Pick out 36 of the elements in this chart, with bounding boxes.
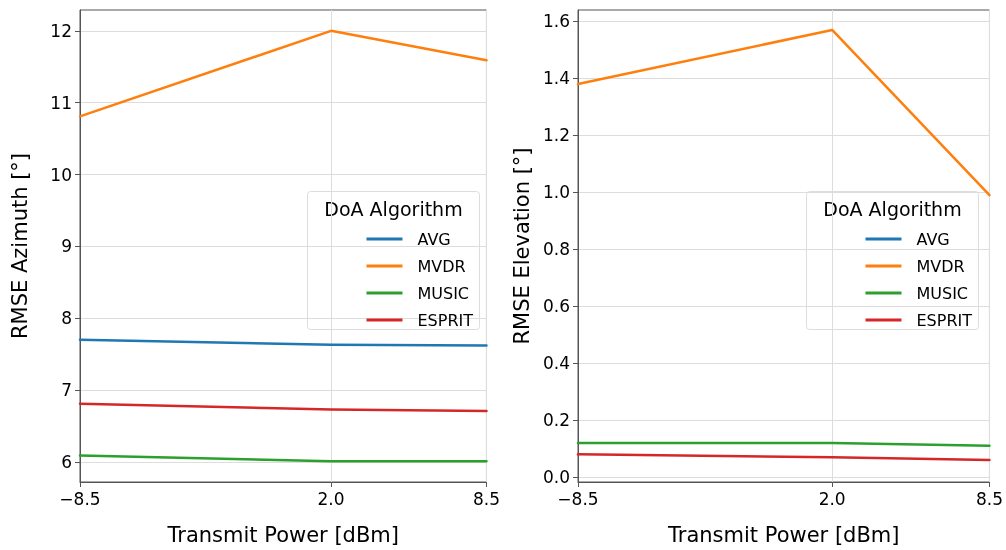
y-tick-label: 0.4 [542,353,570,374]
y-tick-label: 0.2 [542,410,570,431]
y-axis-title: RMSE Azimuth [°] [7,152,32,340]
x-tick-label: 2.0 [818,488,846,509]
y-tick-label: 0.8 [542,239,570,260]
legend-title: DoA Algorithm [324,197,463,220]
x-axis-title: Transmit Power [dBm] [166,522,399,547]
y-tick-label: 7 [61,380,72,401]
legend-label: MUSIC [417,283,470,303]
legend-label: ESPRIT [916,310,973,330]
y-tick-label: 1.2 [542,125,570,146]
legend-label: MUSIC [916,283,969,303]
y-tick-label: 6 [61,451,72,472]
y-tick-label: 1.0 [542,182,570,203]
y-tick-label: 11 [50,92,72,113]
x-tick-label: 2.0 [317,488,345,509]
y-tick-label: 12 [50,20,72,41]
y-axis-title: RMSE Elevation [°] [509,147,534,345]
x-axis-title: Transmit Power [dBm] [667,522,900,547]
y-tick-label: 1.4 [542,68,570,89]
x-tick-label: −8.5 [59,488,101,509]
y-tick-label: 10 [50,164,72,185]
legend-label: ESPRIT [417,310,474,330]
y-tick-label: 8 [61,308,72,329]
legend-label: MVDR [916,256,965,276]
x-tick-label: 8.5 [975,488,1004,509]
y-tick-label: 9 [61,236,72,257]
legend-label: MVDR [417,256,466,276]
legend-label: AVG [916,229,950,249]
y-tick-label: 0.6 [542,296,570,317]
legend-label: AVG [417,229,451,249]
x-tick-label: 8.5 [472,488,501,509]
y-tick-label: 0.0 [542,467,570,488]
legend-title: DoA Algorithm [823,197,962,220]
x-tick-label: −8.5 [557,488,599,509]
y-tick-label: 1.6 [542,11,570,32]
